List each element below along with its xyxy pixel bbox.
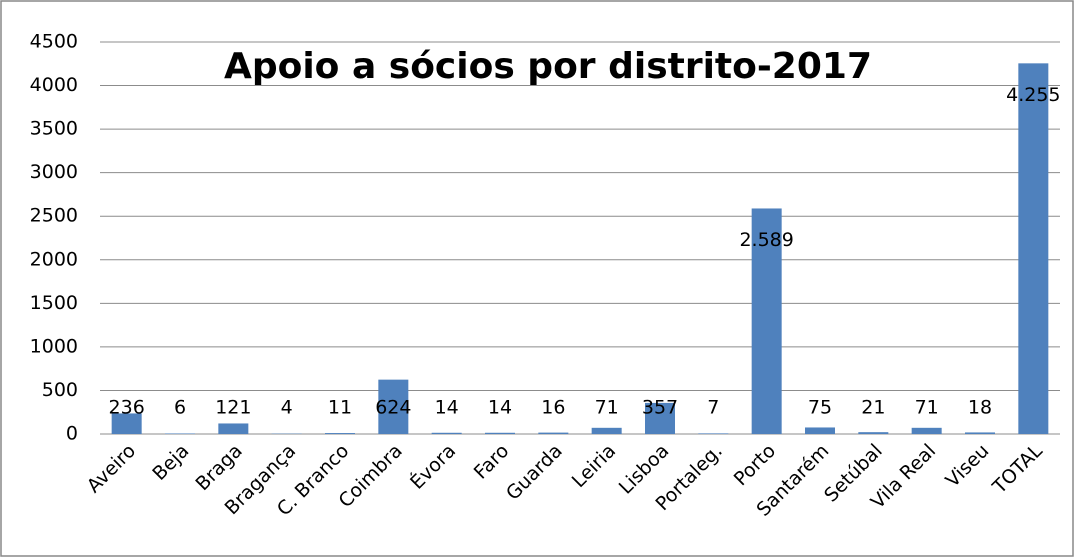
data-label: 121	[215, 397, 251, 419]
data-label: 4	[281, 397, 293, 419]
bar	[805, 427, 835, 434]
bar	[218, 423, 249, 434]
y-tick-label: 2000	[30, 248, 78, 270]
y-tick-label: 3000	[30, 161, 78, 183]
y-tick-label: 1500	[30, 292, 78, 314]
y-tick-label: 500	[42, 379, 78, 401]
data-label: 18	[968, 397, 992, 419]
y-tick-label: 4500	[30, 31, 78, 53]
bar	[591, 427, 622, 434]
y-tick-label: 0	[66, 423, 78, 445]
bar	[538, 432, 569, 434]
y-tick-label: 1000	[30, 335, 78, 357]
data-label: 236	[109, 397, 145, 419]
data-label: 16	[541, 397, 565, 419]
data-label: 7	[707, 397, 719, 419]
bar	[485, 432, 515, 434]
bar	[165, 433, 195, 434]
data-label: 75	[808, 397, 832, 419]
bar	[698, 433, 729, 434]
data-label: 4.255	[1006, 84, 1060, 106]
data-label: 357	[642, 397, 678, 419]
y-tick-label: 2500	[30, 205, 78, 227]
bar	[431, 432, 462, 434]
bar	[1018, 63, 1049, 434]
data-label: 71	[915, 397, 939, 419]
y-tick-label: 3500	[30, 118, 78, 140]
bar	[858, 432, 889, 434]
data-label: 21	[861, 397, 885, 419]
bar	[325, 433, 355, 434]
chart-title: Apoio a sócios por distrito-2017	[224, 46, 872, 87]
data-label: 71	[595, 397, 619, 419]
bar	[751, 208, 782, 434]
y-tick-label: 4000	[30, 74, 78, 96]
data-label: 14	[488, 397, 512, 419]
bar	[965, 432, 995, 434]
bar	[378, 379, 409, 434]
data-label: 11	[328, 397, 352, 419]
data-label: 2.589	[739, 229, 793, 251]
data-label: 6	[174, 397, 186, 419]
data-label: 14	[435, 397, 459, 419]
bar	[645, 402, 675, 434]
bar	[911, 427, 942, 434]
data-label: 624	[375, 397, 411, 419]
bar	[111, 413, 142, 434]
